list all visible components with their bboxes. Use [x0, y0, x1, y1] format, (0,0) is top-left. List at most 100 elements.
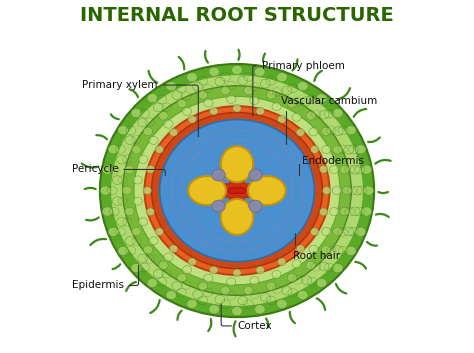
Ellipse shape — [249, 169, 262, 181]
Ellipse shape — [221, 86, 230, 95]
Ellipse shape — [133, 176, 142, 184]
Ellipse shape — [100, 64, 374, 317]
Ellipse shape — [220, 198, 254, 235]
Ellipse shape — [172, 91, 182, 100]
Ellipse shape — [256, 107, 264, 115]
Ellipse shape — [350, 165, 360, 174]
Ellipse shape — [187, 73, 197, 82]
Ellipse shape — [321, 245, 331, 254]
Ellipse shape — [198, 282, 208, 291]
Ellipse shape — [322, 228, 331, 236]
Ellipse shape — [244, 286, 253, 295]
Ellipse shape — [350, 207, 360, 216]
Ellipse shape — [108, 145, 118, 154]
Ellipse shape — [220, 146, 254, 183]
Ellipse shape — [155, 228, 164, 235]
Ellipse shape — [319, 110, 329, 119]
Ellipse shape — [333, 145, 342, 154]
Ellipse shape — [159, 112, 168, 120]
Text: Epidermis: Epidermis — [72, 265, 138, 291]
Ellipse shape — [209, 305, 219, 314]
Ellipse shape — [316, 279, 327, 288]
Ellipse shape — [149, 237, 158, 245]
Ellipse shape — [292, 260, 301, 268]
Ellipse shape — [137, 118, 147, 127]
Ellipse shape — [306, 112, 315, 120]
Ellipse shape — [342, 186, 352, 195]
Ellipse shape — [322, 145, 331, 154]
Ellipse shape — [204, 274, 213, 282]
Ellipse shape — [344, 227, 354, 236]
Ellipse shape — [309, 245, 318, 253]
Ellipse shape — [132, 227, 141, 236]
Ellipse shape — [143, 127, 153, 136]
Ellipse shape — [238, 76, 247, 85]
Ellipse shape — [352, 186, 362, 195]
Ellipse shape — [309, 128, 318, 136]
Ellipse shape — [155, 145, 164, 153]
Ellipse shape — [147, 94, 158, 103]
Ellipse shape — [122, 186, 132, 195]
Ellipse shape — [363, 186, 374, 195]
Ellipse shape — [247, 176, 286, 205]
Ellipse shape — [333, 227, 342, 236]
Ellipse shape — [333, 127, 343, 136]
Ellipse shape — [134, 96, 340, 285]
Ellipse shape — [125, 237, 135, 245]
Ellipse shape — [145, 106, 329, 275]
Ellipse shape — [277, 299, 287, 309]
Ellipse shape — [117, 217, 127, 226]
Ellipse shape — [321, 127, 331, 136]
Ellipse shape — [356, 227, 366, 237]
Ellipse shape — [278, 115, 286, 123]
Ellipse shape — [260, 293, 270, 302]
Ellipse shape — [346, 246, 356, 256]
Ellipse shape — [266, 91, 276, 99]
Ellipse shape — [227, 95, 236, 103]
Text: Vascular cambium: Vascular cambium — [281, 96, 377, 144]
Ellipse shape — [272, 103, 281, 111]
Text: Root hair: Root hair — [293, 233, 340, 261]
Ellipse shape — [143, 187, 152, 195]
Text: Primary xylem: Primary xylem — [82, 80, 198, 137]
Ellipse shape — [102, 207, 113, 216]
Ellipse shape — [210, 266, 218, 274]
Ellipse shape — [319, 208, 328, 216]
Ellipse shape — [292, 113, 301, 121]
Ellipse shape — [278, 258, 286, 266]
Ellipse shape — [132, 145, 141, 154]
Ellipse shape — [169, 245, 178, 253]
Ellipse shape — [333, 246, 343, 255]
Ellipse shape — [346, 126, 356, 135]
Ellipse shape — [282, 86, 292, 95]
Ellipse shape — [287, 99, 297, 108]
Polygon shape — [210, 165, 264, 216]
Ellipse shape — [146, 208, 155, 216]
Ellipse shape — [361, 207, 372, 216]
Polygon shape — [228, 187, 246, 193]
Ellipse shape — [249, 200, 262, 212]
Ellipse shape — [117, 155, 127, 164]
Ellipse shape — [255, 67, 265, 76]
Ellipse shape — [296, 128, 305, 136]
Ellipse shape — [332, 108, 343, 118]
Ellipse shape — [112, 197, 122, 205]
Ellipse shape — [131, 264, 142, 273]
Ellipse shape — [182, 266, 191, 274]
Ellipse shape — [152, 113, 322, 269]
Ellipse shape — [110, 74, 364, 307]
Ellipse shape — [108, 227, 118, 237]
Ellipse shape — [133, 197, 142, 205]
Ellipse shape — [250, 96, 259, 104]
Ellipse shape — [153, 103, 163, 112]
Ellipse shape — [182, 107, 191, 115]
Ellipse shape — [125, 136, 135, 144]
Ellipse shape — [332, 264, 343, 273]
Ellipse shape — [221, 286, 230, 295]
Ellipse shape — [340, 207, 349, 216]
Ellipse shape — [298, 291, 308, 300]
Ellipse shape — [204, 99, 213, 107]
Text: Pericycle: Pericycle — [72, 164, 165, 175]
Ellipse shape — [166, 82, 176, 91]
Ellipse shape — [332, 186, 341, 195]
